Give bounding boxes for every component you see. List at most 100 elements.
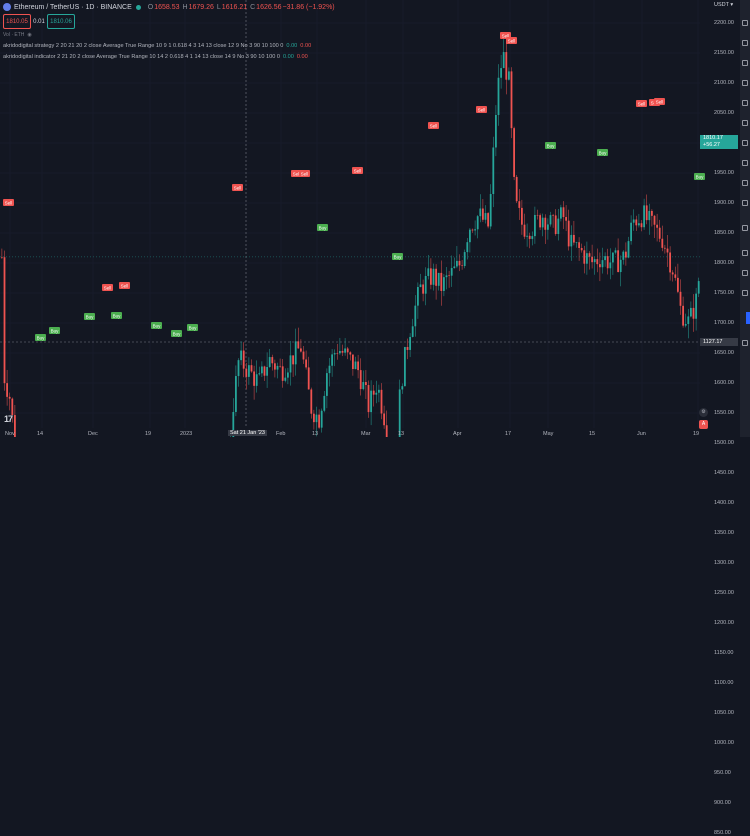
candle [331,354,333,366]
candle [232,411,235,437]
buy-signal [171,330,182,337]
candle [419,284,422,288]
candle [289,355,292,373]
sell-signal [3,199,14,206]
candle [372,390,375,395]
candle [302,351,305,360]
buy-signal [49,327,60,334]
buy-signal-label: Buy [696,175,705,180]
symbol-title[interactable]: Ethereum / TetherUS · 1D · BINANCE [14,3,132,11]
more-icon[interactable] [742,340,748,346]
watchlist-icon[interactable] [742,20,748,26]
sell-signal-label: Sell [301,172,309,177]
price-tick: 1200.00 [714,620,734,626]
candle [417,287,419,306]
indicator-name: akridodigital strategy 2 20 21 20 2 clos… [3,43,284,49]
notifications-icon[interactable] [742,180,748,186]
candle [320,410,323,428]
candle [474,229,476,231]
price-tick: 1350.00 [714,530,734,536]
candle [297,341,300,349]
candle [658,227,661,239]
buy-price-button[interactable]: 1810.06 [47,14,75,29]
eye-icon[interactable]: ◉ [27,32,32,38]
ohlc-value: −31.86 (−1.92%) [282,3,335,11]
candle [674,274,677,278]
time-tick: 17 [505,431,512,437]
candle [323,395,326,411]
time-tick: Jun [637,431,646,437]
sell-signal [352,167,363,174]
data-window-icon[interactable] [742,60,748,66]
calendar-icon[interactable] [742,100,748,106]
candle [492,147,495,195]
buy-signal [545,142,556,149]
ideas-icon[interactable] [742,120,748,126]
candle [682,305,684,326]
currency-selector[interactable]: USDT ▾ [714,2,734,8]
candle [253,371,255,386]
sell-signal [654,98,665,105]
candle [453,266,456,269]
buy-signal [392,253,403,260]
hotlists-icon[interactable] [742,80,748,86]
candle [450,268,453,276]
alerts-icon[interactable] [742,40,748,46]
candle [14,415,16,437]
buy-signal-label: Buy [37,336,46,341]
candle [606,256,609,269]
buy-signal [84,313,95,320]
candle [448,275,450,276]
indicator-legend-indicator[interactable]: akridodigital indicator 2 21 20 2 close … [3,54,308,60]
sell-signal [119,282,130,289]
gear-icon[interactable]: ⚙ [699,408,708,417]
sell-signal-label: Sell [354,169,362,174]
candle [536,214,539,216]
streams-icon[interactable] [742,140,748,146]
candle [284,377,287,381]
help-icon[interactable] [742,270,748,276]
candle [588,253,591,257]
layout-icon[interactable] [742,290,748,296]
candle [515,176,518,202]
candle [258,373,261,375]
candle [614,250,617,253]
chat-icon[interactable] [742,160,748,166]
indicator-value-2: 0.00 [296,54,308,60]
dom-icon[interactable] [742,225,748,231]
order-panel-icon[interactable] [742,200,748,206]
candle [424,275,427,294]
auto-scale-button[interactable]: A [699,420,708,429]
object-tree-icon[interactable] [742,250,748,256]
time-tick: 19 [145,431,152,437]
buy-signal-label: Buy [51,329,60,334]
buy-signal [151,322,162,329]
sell-price-button[interactable]: 1810.05 [3,14,31,29]
candle [544,217,547,230]
candle [599,264,601,268]
candle [346,348,349,353]
tradingview-logo[interactable]: 17 [4,414,13,424]
indicator-legend-strategy[interactable]: akridodigital strategy 2 20 21 20 2 clos… [3,43,311,49]
price-tick: 1400.00 [714,500,734,506]
ohlc-label: O [147,3,154,11]
candle [255,374,258,386]
candle [458,260,461,266]
candle [469,229,471,243]
candle [6,383,8,397]
candle [300,348,302,352]
candle [427,268,430,276]
buy-signal-label: Buy [86,315,95,320]
candle [567,220,570,247]
candle [531,236,534,239]
candle [1,257,3,258]
price-tick: 1000.00 [714,740,734,746]
sell-signal-label: Sell [638,102,646,107]
sell-signal-label: Sell [5,201,13,206]
time-tick: 14 [37,431,44,437]
candle [692,307,695,319]
candle [248,365,250,377]
time-tick: Nov [5,431,15,437]
candle [305,359,307,368]
